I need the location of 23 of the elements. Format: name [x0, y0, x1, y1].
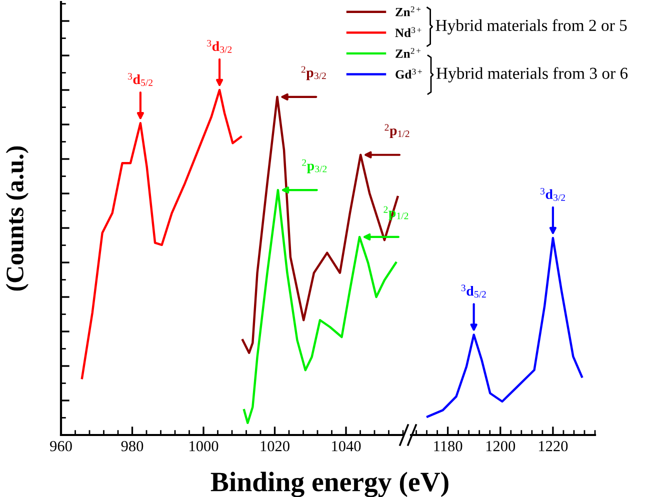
annotation: $^{3}$d$_{5/2}$	[461, 284, 486, 298]
x-tick-label: 1220	[539, 440, 568, 452]
annotation: $^{2}$p$_{3/2}$	[302, 159, 327, 174]
legend-label: Zn$^{2+}$	[396, 6, 421, 16]
legend-label: Zn$^{2+}$	[396, 48, 421, 58]
x-tick-label: 960	[50, 440, 72, 452]
legend-label: Nd$^{3+}$	[395, 27, 422, 38]
x-tick-label: 1040	[332, 440, 361, 452]
annotation: $^{3}$d$_{3/2}$	[207, 40, 232, 53]
legend-label: Gd$^{3+}$	[396, 68, 422, 79]
x-tick-label: 1020	[260, 440, 290, 452]
x-axis-title: Binding energy (eV)	[210, 472, 448, 497]
text: Hybrid materials from 2 or 5	[436, 19, 627, 34]
y-axis-title: (Counts (a.u.)	[6, 146, 29, 291]
annotation: $^{3}$d$_{3/2}$	[540, 188, 565, 201]
text: Hybrid materials from 3 or 6	[436, 67, 628, 82]
x-tick-label: 1200	[486, 440, 516, 452]
x-tick-label: 980	[121, 440, 144, 452]
annotation: $^{3}$d$_{5/2}$	[128, 73, 152, 86]
annotation: $^{2}$p$_{1/2}$	[384, 124, 410, 138]
x-tick-label: 1000	[190, 440, 218, 452]
annotation: $^{2}$p$_{3/2}$	[301, 66, 326, 80]
x-tick-label: 1180	[434, 440, 462, 452]
